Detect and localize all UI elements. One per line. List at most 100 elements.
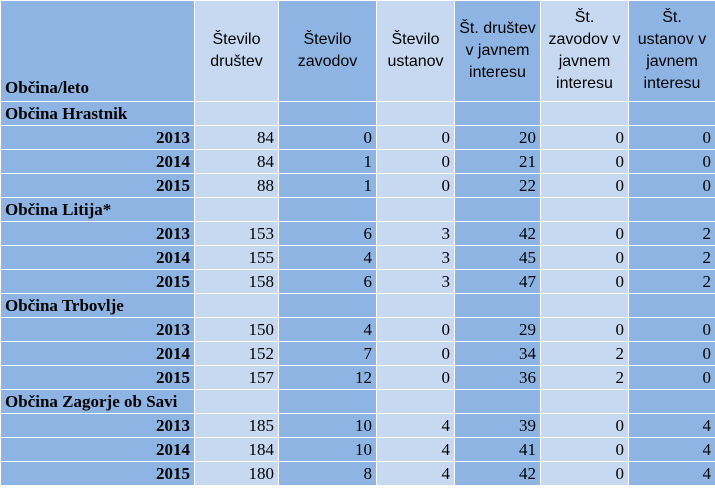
value-cell: 0 — [376, 365, 455, 390]
empty-cell — [540, 293, 629, 318]
value-cell: 0 — [540, 245, 629, 270]
header-cell-ustanov-javni-interes: Št. ustanov v javnem interesu — [628, 0, 715, 102]
value-cell: 0 — [540, 317, 629, 342]
value-cell: 41 — [454, 437, 541, 462]
value-cell: 2 — [540, 341, 629, 366]
value-cell: 88 — [194, 173, 279, 198]
value-cell: 22 — [454, 173, 541, 198]
value-cell: 0 — [376, 341, 455, 366]
table-row: 2014 155 4 3 45 0 2 — [0, 245, 715, 270]
value-cell: 0 — [628, 365, 715, 390]
year-cell: 2014 — [0, 245, 195, 270]
year-cell: 2014 — [0, 437, 195, 462]
empty-cell — [540, 197, 629, 222]
table-row: 2014 152 7 0 34 2 0 — [0, 341, 715, 366]
empty-cell — [454, 293, 541, 318]
value-cell: 42 — [454, 221, 541, 246]
value-cell: 4 — [628, 461, 715, 486]
year-cell: 2013 — [0, 221, 195, 246]
table-row: 2013 84 0 0 20 0 0 — [0, 125, 715, 150]
value-cell: 20 — [454, 125, 541, 150]
table-row: 2014 184 10 4 41 0 4 — [0, 437, 715, 462]
empty-cell — [628, 197, 715, 222]
value-cell: 0 — [376, 317, 455, 342]
group-name-cell: Občina Hrastnik — [0, 101, 195, 126]
empty-cell — [278, 101, 377, 126]
value-cell: 185 — [194, 413, 279, 438]
value-cell: 184 — [194, 437, 279, 462]
empty-cell — [376, 293, 455, 318]
header-cell-stevilo-drustev: Število društev — [194, 0, 279, 102]
value-cell: 0 — [540, 125, 629, 150]
value-cell: 47 — [454, 269, 541, 294]
value-cell: 84 — [194, 125, 279, 150]
value-cell: 2 — [628, 269, 715, 294]
empty-cell — [454, 101, 541, 126]
value-cell: 4 — [278, 317, 377, 342]
empty-cell — [540, 101, 629, 126]
empty-cell — [454, 389, 541, 414]
empty-cell — [278, 197, 377, 222]
value-cell: 34 — [454, 341, 541, 366]
value-cell: 152 — [194, 341, 279, 366]
empty-cell — [454, 197, 541, 222]
value-cell: 6 — [278, 269, 377, 294]
value-cell: 0 — [540, 149, 629, 174]
value-cell: 0 — [628, 317, 715, 342]
value-cell: 39 — [454, 413, 541, 438]
empty-cell — [628, 389, 715, 414]
value-cell: 0 — [628, 341, 715, 366]
group-name-cell: Občina Zagorje ob Savi — [0, 389, 195, 414]
year-cell: 2015 — [0, 365, 195, 390]
value-cell: 157 — [194, 365, 279, 390]
value-cell: 155 — [194, 245, 279, 270]
year-cell: 2015 — [0, 269, 195, 294]
empty-cell — [376, 389, 455, 414]
value-cell: 3 — [376, 221, 455, 246]
value-cell: 0 — [540, 173, 629, 198]
group-row: Občina Zagorje ob Savi — [0, 389, 715, 414]
value-cell: 45 — [454, 245, 541, 270]
empty-cell — [628, 293, 715, 318]
value-cell: 29 — [454, 317, 541, 342]
value-cell: 150 — [194, 317, 279, 342]
value-cell: 0 — [376, 125, 455, 150]
value-cell: 4 — [376, 437, 455, 462]
value-cell: 0 — [376, 173, 455, 198]
value-cell: 12 — [278, 365, 377, 390]
year-cell: 2015 — [0, 461, 195, 486]
empty-cell — [194, 197, 279, 222]
value-cell: 10 — [278, 437, 377, 462]
empty-cell — [194, 293, 279, 318]
value-cell: 10 — [278, 413, 377, 438]
table-row: 2015 157 12 0 36 2 0 — [0, 365, 715, 390]
value-cell: 0 — [540, 461, 629, 486]
value-cell: 4 — [628, 437, 715, 462]
empty-cell — [376, 101, 455, 126]
header-row: Občina/leto Število društev Število zavo… — [0, 0, 715, 102]
empty-cell — [376, 197, 455, 222]
value-cell: 0 — [628, 149, 715, 174]
group-row: Občina Litija* — [0, 197, 715, 222]
group-name-cell: Občina Trbovlje — [0, 293, 195, 318]
value-cell: 1 — [278, 149, 377, 174]
empty-cell — [278, 293, 377, 318]
value-cell: 2 — [628, 245, 715, 270]
value-cell: 0 — [628, 173, 715, 198]
value-cell: 8 — [278, 461, 377, 486]
value-cell: 6 — [278, 221, 377, 246]
value-cell: 0 — [628, 125, 715, 150]
value-cell: 2 — [628, 221, 715, 246]
table-row: 2014 84 1 0 21 0 0 — [0, 149, 715, 174]
table-row: 2013 153 6 3 42 0 2 — [0, 221, 715, 246]
header-cell-drustev-javni-interes: Št. društev v javnem interesu — [454, 0, 541, 102]
empty-cell — [194, 101, 279, 126]
value-cell: 153 — [194, 221, 279, 246]
header-cell-stevilo-zavodov: Število zavodov — [278, 0, 377, 102]
value-cell: 4 — [376, 461, 455, 486]
table-row: 2015 158 6 3 47 0 2 — [0, 269, 715, 294]
value-cell: 180 — [194, 461, 279, 486]
group-row: Občina Hrastnik — [0, 101, 715, 126]
value-cell: 0 — [540, 221, 629, 246]
value-cell: 21 — [454, 149, 541, 174]
